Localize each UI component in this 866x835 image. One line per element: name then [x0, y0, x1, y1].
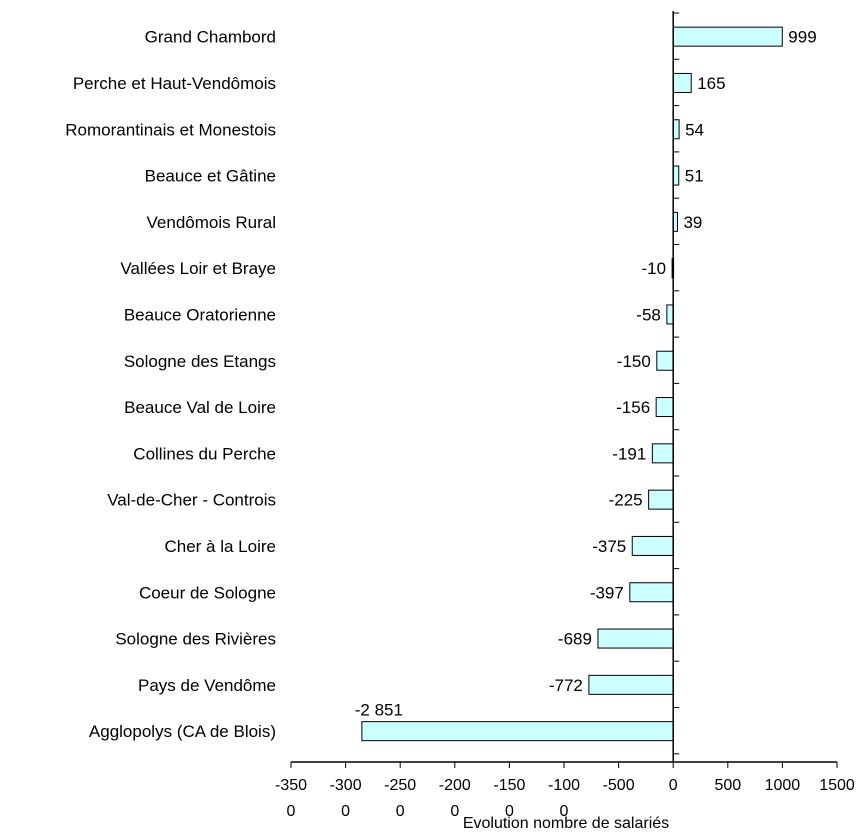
x-tick-label: -300 — [330, 777, 362, 794]
category-label: Beauce Val de Loire — [124, 398, 276, 417]
x-tick-label: 1000 — [765, 777, 801, 794]
category-label: Perche et Haut-Vendômois — [73, 74, 276, 93]
bar — [672, 119, 680, 140]
data-label: 999 — [788, 28, 816, 47]
category-label: Val-de-Cher - Controis — [107, 491, 276, 510]
bar — [631, 535, 674, 556]
x-axis-title: Evolution nombre de salariés — [463, 815, 669, 832]
x-tick-label: -350 — [275, 777, 307, 794]
bar — [361, 721, 674, 742]
bar — [672, 165, 680, 186]
category-label: Grand Chambord — [145, 28, 276, 47]
bar — [588, 674, 674, 695]
data-label: -150 — [617, 352, 651, 371]
x-tick-label: 0 — [505, 803, 514, 820]
data-label: 51 — [685, 167, 704, 186]
data-label: -397 — [590, 583, 624, 602]
x-tick-label: 1500 — [819, 777, 855, 794]
category-label: Cher à la Loire — [164, 537, 276, 556]
category-label: Collines du Perche — [133, 444, 276, 463]
data-label: 39 — [683, 213, 702, 232]
bar — [672, 72, 692, 93]
data-label: -772 — [549, 676, 583, 695]
x-tick-label: 0 — [287, 803, 296, 820]
bar — [651, 443, 674, 464]
x-tick-label: 0 — [669, 777, 678, 794]
x-tick-label: 0 — [341, 803, 350, 820]
category-label: Sologne des Rivières — [115, 630, 276, 649]
bar — [672, 26, 783, 47]
category-label: Vendômois Rural — [147, 213, 276, 232]
x-tick-label: 0 — [560, 803, 569, 820]
data-label: -191 — [612, 444, 646, 463]
x-tick-label: 500 — [714, 777, 741, 794]
category-label: Sologne des Etangs — [124, 352, 276, 371]
category-label: Beauce et Gâtine — [145, 167, 276, 186]
data-label: -375 — [592, 537, 626, 556]
category-label: Agglopolys (CA de Blois) — [89, 722, 276, 741]
x-tick-label: 0 — [396, 803, 405, 820]
bar — [597, 628, 674, 649]
bar — [648, 489, 674, 510]
data-label: -689 — [558, 630, 592, 649]
axes-layer — [290, 11, 838, 768]
x-tick-label: -250 — [384, 777, 416, 794]
data-label: 54 — [685, 120, 704, 139]
category-label: Pays de Vendôme — [138, 676, 276, 695]
bar — [656, 350, 674, 371]
x-tick-label: -100 — [548, 777, 580, 794]
x-tick-label: -200 — [439, 777, 471, 794]
category-label: Romorantinais et Monestois — [65, 120, 276, 139]
data-label: -58 — [636, 305, 661, 324]
data-label: -2 851 — [355, 701, 403, 720]
x-tick-label: 0 — [450, 803, 459, 820]
bar — [655, 397, 674, 418]
bar — [629, 582, 674, 603]
category-label: Beauce Oratorienne — [124, 305, 276, 324]
data-label: -225 — [609, 491, 643, 510]
data-label: -10 — [642, 259, 667, 278]
category-label: Vallées Loir et Braye — [120, 259, 276, 278]
data-label: 165 — [697, 74, 725, 93]
bar — [666, 304, 674, 325]
category-label: Coeur de Sologne — [139, 583, 276, 602]
labels-layer: -350 0 -300 0 -250 0 -200 0 -150 0 -100 0 -500 0 500 10… — [65, 28, 855, 820]
data-label: -156 — [616, 398, 650, 417]
x-tick-label: -500 — [603, 777, 635, 794]
x-tick-label: -150 — [493, 777, 525, 794]
